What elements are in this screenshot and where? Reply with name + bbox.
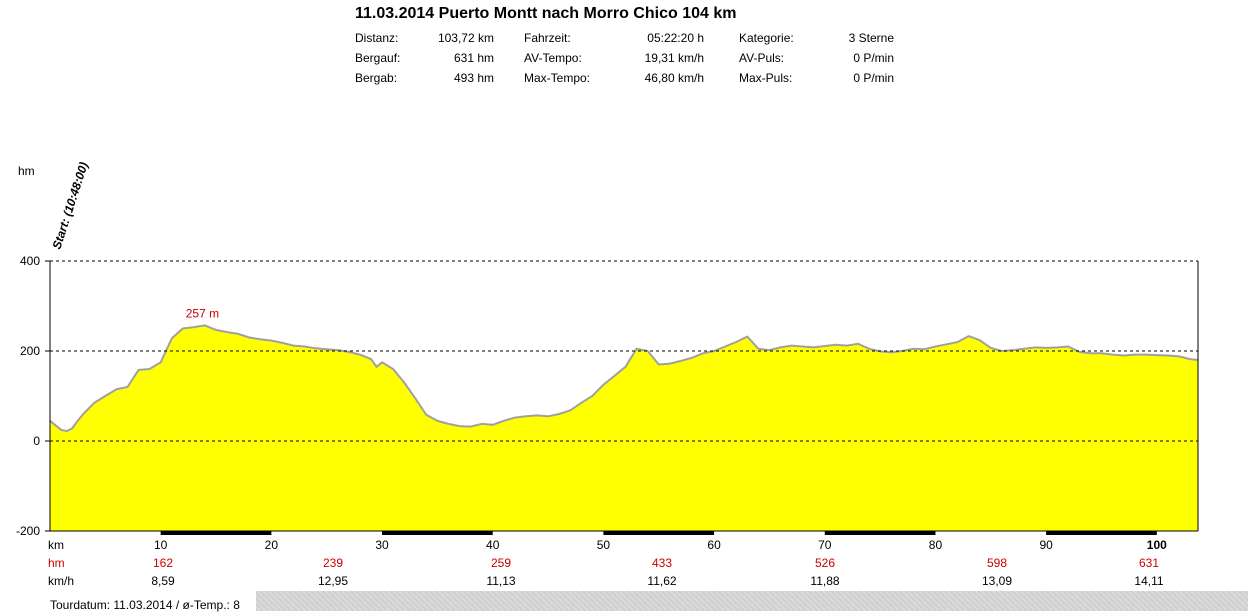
x-axis-segment	[603, 531, 715, 535]
row-label-kmh: km/h	[48, 574, 74, 588]
stat-value: 46,80 km/h	[644, 71, 704, 85]
table-kmh-value: 12,95	[318, 574, 348, 588]
x-tick-label: 20	[265, 538, 279, 552]
stat-label: Bergab:	[355, 71, 398, 85]
table-hm-value: 433	[652, 556, 672, 570]
y-tick-label: -200	[16, 524, 40, 538]
table-hm-value: 162	[153, 556, 173, 570]
stat-value: 493 hm	[453, 71, 494, 85]
y-tick-label: 200	[20, 344, 40, 358]
x-tick-label: 70	[818, 538, 832, 552]
stat-label: AV-Tempo:	[524, 51, 582, 65]
stat-label: Fahrzeit:	[524, 31, 571, 45]
stat-value: 631 hm	[453, 51, 494, 65]
x-tick-label: 10	[154, 538, 168, 552]
x-tick-label: 50	[597, 538, 611, 552]
y-axis-label: hm	[18, 164, 35, 178]
footer-text: Tourdatum: 11.03.2014 / ø-Temp.: 8	[50, 598, 240, 612]
table-hm-value: 526	[815, 556, 835, 570]
x-tick-label: 30	[375, 538, 389, 552]
table-kmh-value: 11,13	[486, 574, 515, 588]
stat-value: 3 Sterne	[848, 31, 894, 45]
elevation-line	[49, 324, 1199, 433]
stat-label: AV-Puls:	[739, 51, 785, 65]
x-axis-label: km	[48, 538, 64, 552]
table-hm-value: 598	[987, 556, 1007, 570]
footer-bar	[256, 591, 1248, 611]
x-tick-label: 100	[1147, 538, 1167, 552]
table-kmh-value: 11,62	[647, 574, 676, 588]
stat-label: Max-Puls:	[739, 71, 793, 85]
x-axis-segment	[160, 531, 272, 535]
x-tick-label: 40	[486, 538, 500, 552]
stat-label: Max-Tempo:	[524, 71, 591, 85]
stat-label: Bergauf:	[355, 51, 401, 65]
x-tick-label: 60	[707, 538, 721, 552]
x-axis-segment	[824, 531, 936, 535]
stat-value: 103,72 km	[437, 31, 494, 45]
stat-value: 0 P/min	[853, 51, 894, 65]
stat-label: Distanz:	[355, 31, 399, 45]
page-title: 11.03.2014 Puerto Montt nach Morro Chico…	[355, 5, 737, 22]
table-hm-value: 631	[1139, 556, 1159, 570]
x-axis-segment	[1046, 531, 1157, 535]
max-elevation-label: 257 m	[186, 306, 219, 320]
elevation-area	[50, 325, 1198, 531]
x-tick-label: 90	[1039, 538, 1053, 552]
stat-value: 05:22:20 h	[647, 31, 704, 45]
stat-label: Kategorie:	[739, 31, 794, 45]
stat-value: 19,31 km/h	[644, 51, 704, 65]
table-kmh-value: 11,88	[810, 574, 839, 588]
x-tick-label: 80	[929, 538, 943, 552]
start-annotation: Start: (10:48:00)	[50, 160, 91, 251]
row-label-hm: hm	[48, 556, 65, 570]
table-kmh-value: 14,11	[1134, 574, 1163, 588]
x-axis-segment	[382, 531, 493, 535]
stat-value: 0 P/min	[853, 71, 894, 85]
y-tick-label: 0	[33, 434, 40, 448]
table-kmh-value: 8,59	[151, 574, 175, 588]
table-hm-value: 259	[491, 556, 511, 570]
y-tick-label: 400	[20, 254, 40, 268]
table-hm-value: 239	[323, 556, 343, 570]
table-kmh-value: 13,09	[982, 574, 1012, 588]
